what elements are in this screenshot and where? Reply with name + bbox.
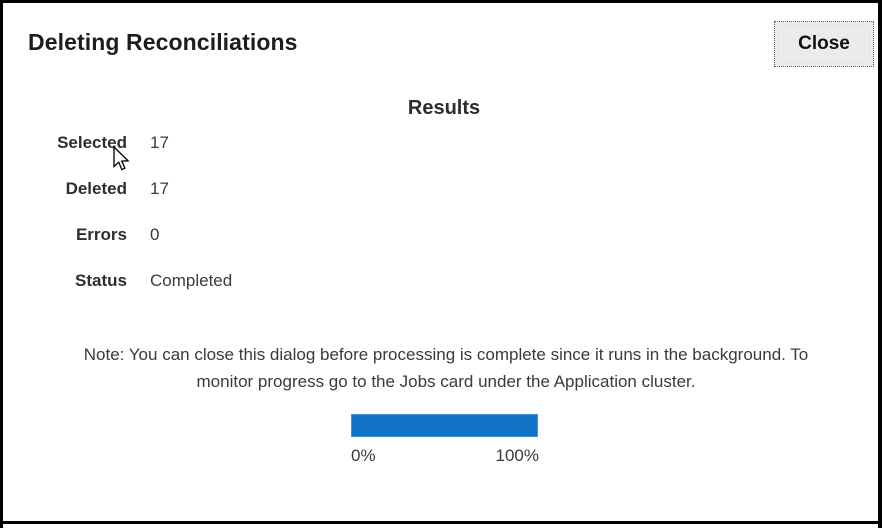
table-row: Deleted 17: [3, 179, 403, 225]
progress-scale: 0% 100%: [351, 446, 539, 466]
note-text: Note: You can close this dialog before p…: [83, 345, 809, 391]
table-row: Errors 0: [3, 225, 403, 271]
status-badge: Completed: [150, 271, 233, 290]
progress-bar: [351, 414, 538, 437]
result-label-status: Status: [75, 271, 127, 290]
page-title: Deleting Reconciliations: [28, 29, 298, 55]
progress-max-label: 100%: [495, 446, 539, 465]
result-value-deleted: 17: [150, 179, 169, 198]
result-label-errors: Errors: [75, 225, 127, 244]
result-value-selected: 17: [150, 133, 169, 152]
result-label-deleted: Deleted: [65, 179, 127, 198]
progress-bar-fill: [351, 414, 538, 437]
results-heading: Results: [407, 97, 481, 119]
result-value-errors: 0: [150, 225, 160, 244]
table-row: Status Completed: [3, 271, 403, 317]
progress-min-label: 0%: [351, 446, 376, 465]
result-label-selected: Selected: [57, 133, 127, 152]
close-button[interactable]: Close: [774, 21, 874, 67]
table-row: Selected 17: [3, 133, 403, 179]
results-table: Selected 17 Deleted 17 Errors 0 Status C…: [3, 133, 403, 317]
